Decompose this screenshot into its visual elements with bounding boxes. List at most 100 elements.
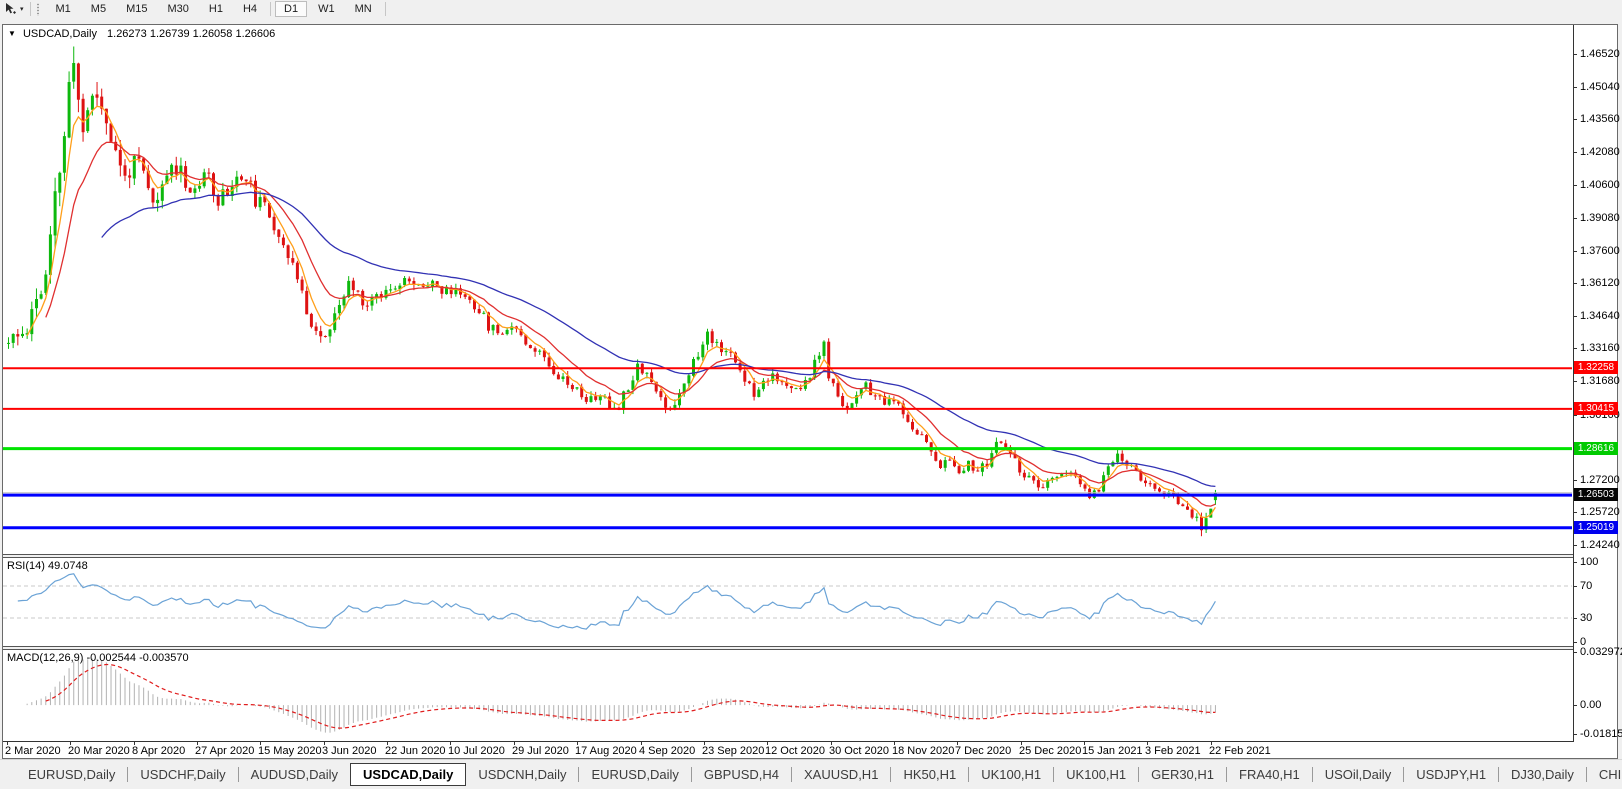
hline-price-badge: 1.28616: [1574, 442, 1618, 455]
date-tick: [957, 742, 958, 745]
axis-tick: [1574, 562, 1577, 563]
tab-ger30-h1[interactable]: GER30,H1: [1151, 766, 1215, 782]
chart-window: ▼ USDCAD,Daily 1.26273 1.26739 1.26058 1…: [2, 24, 1622, 759]
rsi-label: RSI(14) 49.0748: [7, 560, 88, 572]
tab-separator: [578, 767, 580, 782]
tf-button-h1[interactable]: H1: [208, 3, 223, 15]
price-tick-label: 1.33160: [1580, 342, 1620, 354]
chart-ohlc-values: 1.26273 1.26739 1.26058 1.26606: [107, 28, 276, 40]
price-tick-label: 1.46520: [1580, 48, 1620, 60]
pane-divider[interactable]: [3, 646, 1617, 650]
axis-tick: [1574, 87, 1577, 88]
macd-canvas[interactable]: [3, 650, 1572, 741]
chart-title: ▼ USDCAD,Daily 1.26273 1.26739 1.26058 1…: [8, 28, 275, 40]
tab-usdjpy-h1[interactable]: USDJPY,H1: [1416, 766, 1487, 782]
axis-tick: [1574, 586, 1577, 587]
tab-eurusd-daily[interactable]: EURUSD,Daily: [591, 766, 679, 782]
tab-fra40-h1[interactable]: FRA40,H1: [1239, 766, 1300, 782]
rsi-tick-label: 70: [1580, 580, 1593, 592]
tab-separator: [690, 767, 692, 782]
tf-button-m15[interactable]: M15: [126, 3, 148, 15]
price-tick-label: 1.37600: [1580, 245, 1620, 257]
tab-uk100-h1[interactable]: UK100,H1: [1066, 766, 1127, 782]
axis-tick: [1574, 415, 1577, 416]
price-tick-label: 1.40600: [1580, 179, 1620, 191]
date-label: 25 Dec 2020: [1019, 745, 1082, 757]
chart-tab-bar: EURUSD,Daily USDCHF,Daily AUDUSD,Daily USDC…: [0, 759, 1622, 789]
tf-button-m1[interactable]: M1: [55, 3, 71, 15]
cursor-tool-icon[interactable]: [3, 1, 19, 17]
candlestick-canvas[interactable]: [3, 25, 1572, 554]
axis-tick: [1574, 512, 1577, 513]
macd-tick-label: -0.018154: [1580, 728, 1622, 740]
date-tick: [7, 742, 8, 745]
tab-usoil-daily[interactable]: USOil,Daily: [1324, 766, 1392, 782]
tab-separator: [1311, 767, 1313, 782]
date-label: 8 Apr 2020: [132, 745, 186, 757]
time-axis-line: [3, 741, 1617, 742]
price-tick-label: 1.34640: [1580, 310, 1620, 322]
tab-uk100-h1[interactable]: UK100,H1: [981, 766, 1042, 782]
tab-audusd-daily[interactable]: AUDUSD,Daily: [250, 766, 339, 782]
rsi-tick-label: 0: [1580, 636, 1587, 648]
tf-button-d1[interactable]: D1: [275, 1, 308, 17]
axis-tick: [1574, 251, 1577, 252]
tf-button-m5[interactable]: M5: [90, 3, 107, 15]
date-label: 18 Nov 2020: [892, 745, 955, 757]
axis-tick: [1574, 480, 1577, 481]
toolbar-separator: [384, 2, 386, 16]
tab-separator: [1053, 767, 1055, 782]
date-label: 22 Feb 2021: [1209, 745, 1271, 757]
pane-divider[interactable]: [3, 554, 1617, 558]
tab-separator: [1403, 767, 1405, 782]
rsi-indicator-pane[interactable]: RSI(14) 49.0748: [3, 558, 1572, 646]
date-tick: [387, 742, 388, 745]
macd-indicator-pane[interactable]: MACD(12,26,9) -0.002544 -0.003570: [3, 650, 1572, 741]
tab-separator: [127, 767, 129, 782]
price-tick-label: 1.31680: [1580, 375, 1620, 387]
tab-eurusd-daily[interactable]: EURUSD,Daily: [28, 766, 116, 782]
tab-separator: [1226, 767, 1228, 782]
tf-button-mn[interactable]: MN: [354, 3, 372, 15]
price-chart-pane[interactable]: ▼ USDCAD,Daily 1.26273 1.26739 1.26058 1…: [3, 25, 1572, 554]
tab-hk50-h1[interactable]: HK50,H1: [903, 766, 957, 782]
timeframe-toolbar: ▾ M1 M5 M15 M30 H1 H4 D1 W1 MN: [0, 0, 1622, 24]
tab-xauusd-h1[interactable]: XAUUSD,H1: [804, 766, 879, 782]
hline-price-badge: 1.26503: [1574, 488, 1618, 501]
cursor-tool-dropdown-caret[interactable]: ▾: [20, 6, 24, 13]
tab-separator: [890, 767, 892, 782]
price-tick-label: 1.25720: [1580, 506, 1620, 518]
tab-separator: [1138, 767, 1140, 782]
price-axis[interactable]: 1.46520 1.45040 1.43560 1.42080 1.40600 1.390…: [1573, 25, 1622, 742]
date-axis[interactable]: 2 Mar 2020 20 Mar 2020 8 Apr 2020 27 Apr 20…: [3, 742, 1617, 758]
tab-gbpusd-h4[interactable]: GBPUSD,H4: [703, 766, 780, 782]
axis-tick: [1574, 348, 1577, 349]
tab-usdcad-daily[interactable]: USDCAD,Daily: [350, 763, 467, 786]
tf-button-w1[interactable]: W1: [318, 3, 335, 15]
tf-button-m30[interactable]: M30: [167, 3, 189, 15]
macd-tick-label: 0.00: [1580, 699, 1602, 711]
rsi-canvas[interactable]: [3, 558, 1572, 646]
tab-separator: [237, 767, 239, 782]
date-tick: [894, 742, 895, 745]
collapse-triangle-icon[interactable]: ▼: [8, 29, 16, 38]
tab-china300-h1[interactable]: CHINA300,H1: [1598, 766, 1622, 782]
toolbar-separator: [270, 2, 272, 16]
date-tick: [514, 742, 515, 745]
axis-tick: [1574, 381, 1577, 382]
tf-button-h4[interactable]: H4: [242, 3, 258, 15]
tab-usdchf-daily[interactable]: USDCHF,Daily: [140, 766, 226, 782]
date-tick: [1021, 742, 1022, 745]
price-tick-label: 1.24240: [1580, 539, 1620, 551]
date-label: 12 Oct 2020: [765, 745, 825, 757]
date-label: 22 Jun 2020: [385, 745, 446, 757]
tab-usdcnh-daily[interactable]: USDCNH,Daily: [478, 766, 567, 782]
date-label: 17 Aug 2020: [575, 745, 637, 757]
axis-tick: [1574, 734, 1577, 735]
axis-tick: [1574, 545, 1577, 546]
tab-dj30-daily[interactable]: DJ30,Daily: [1511, 766, 1574, 782]
tab-separator: [968, 767, 970, 782]
price-tick-label: 1.42080: [1580, 146, 1620, 158]
date-tick: [831, 742, 832, 745]
toolbar-drag-grip[interactable]: [35, 3, 41, 16]
